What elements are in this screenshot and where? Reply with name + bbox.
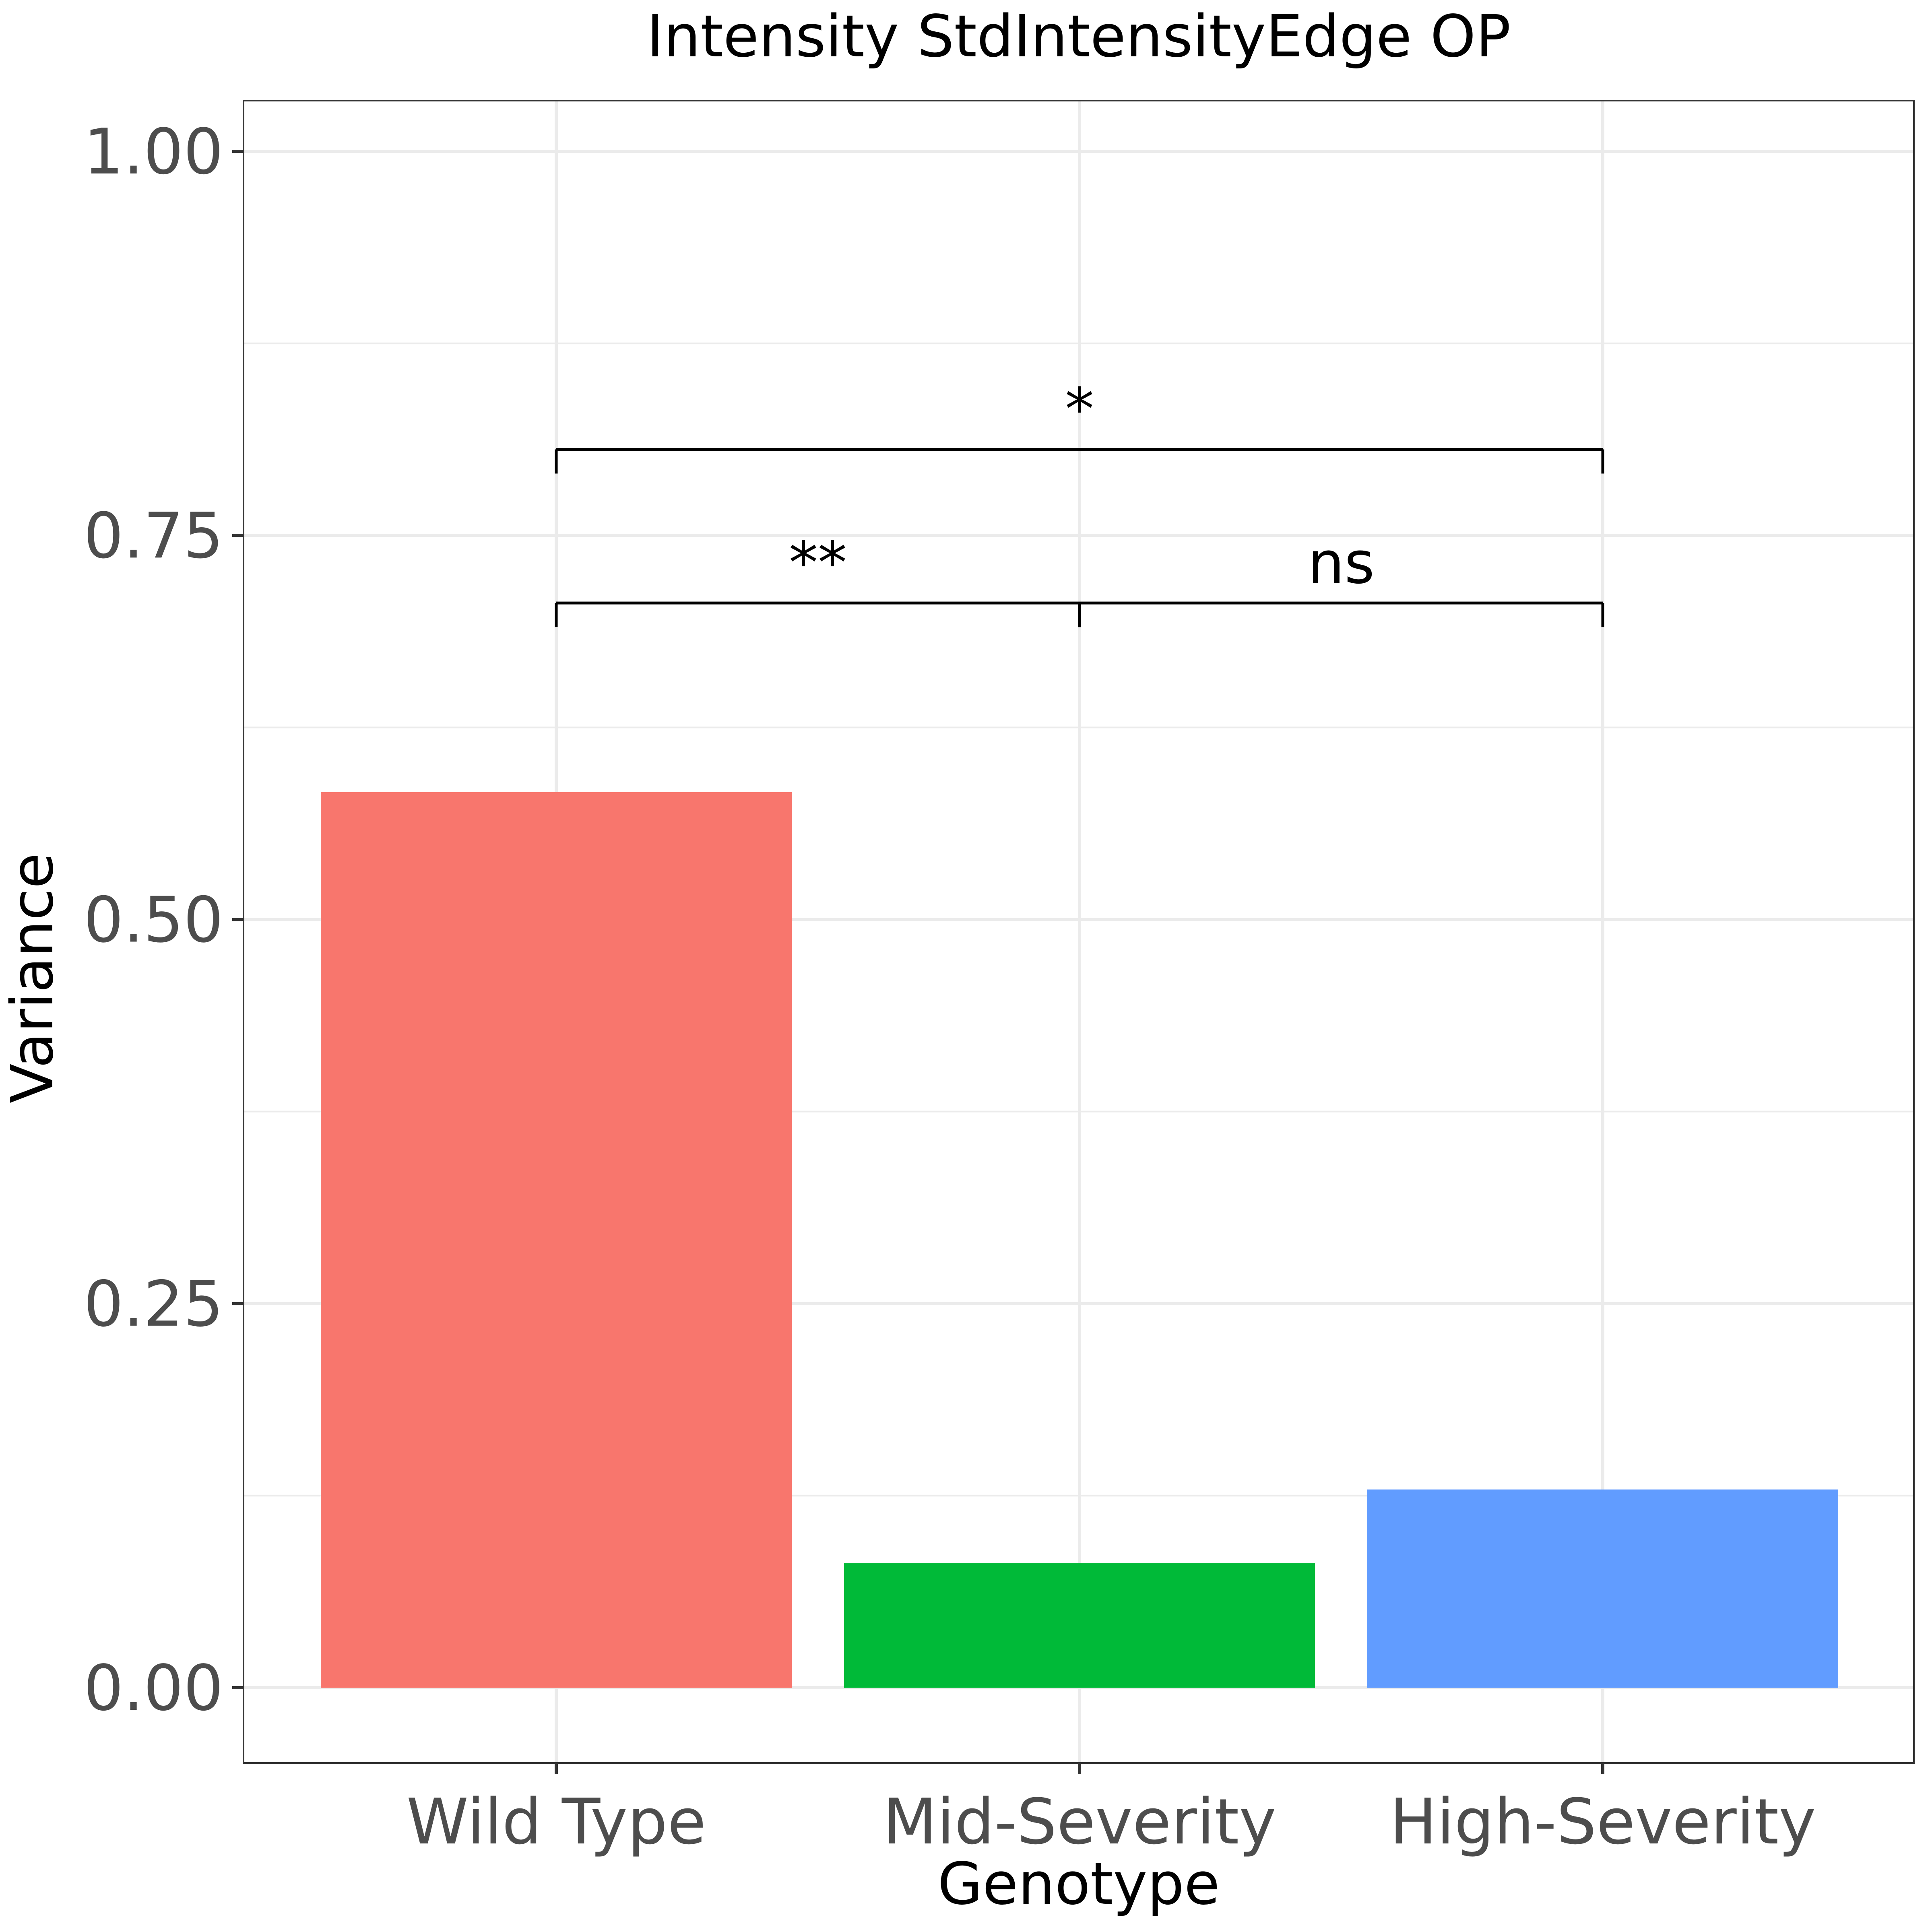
x-axis-title: Genotype bbox=[937, 1850, 1220, 1918]
bar-high-severity bbox=[1367, 1489, 1838, 1688]
significance-label: * bbox=[1065, 375, 1094, 443]
significance-annotations: ** ns * bbox=[555, 375, 1604, 627]
chart-title: Intensity StdIntensityEdge OP bbox=[647, 2, 1511, 70]
significance-bracket: ** bbox=[555, 529, 1081, 627]
bar-wild-type bbox=[321, 792, 792, 1688]
bar-mid-severity bbox=[844, 1563, 1315, 1688]
y-tick-label: 0.75 bbox=[84, 499, 223, 572]
y-axis: 0.00 0.25 0.50 0.75 1.00 bbox=[84, 115, 244, 1725]
x-tick-label: Mid-Severity bbox=[883, 1785, 1276, 1858]
bar-series bbox=[321, 792, 1838, 1688]
significance-bracket: * bbox=[555, 375, 1604, 474]
y-tick-label: 0.50 bbox=[84, 883, 223, 956]
y-tick-label: 0.00 bbox=[84, 1651, 223, 1725]
significance-bracket: ns bbox=[1078, 529, 1604, 627]
y-axis-title: Variance bbox=[0, 853, 66, 1103]
x-axis: Wild Type Mid-Severity High-Severity bbox=[407, 1763, 1816, 1858]
x-tick-label: Wild Type bbox=[407, 1785, 706, 1858]
y-tick-label: 1.00 bbox=[84, 115, 223, 188]
y-tick-label: 0.25 bbox=[84, 1267, 223, 1341]
significance-label: ns bbox=[1308, 529, 1375, 597]
significance-label: ** bbox=[789, 529, 847, 597]
x-tick-label: High-Severity bbox=[1389, 1785, 1816, 1858]
